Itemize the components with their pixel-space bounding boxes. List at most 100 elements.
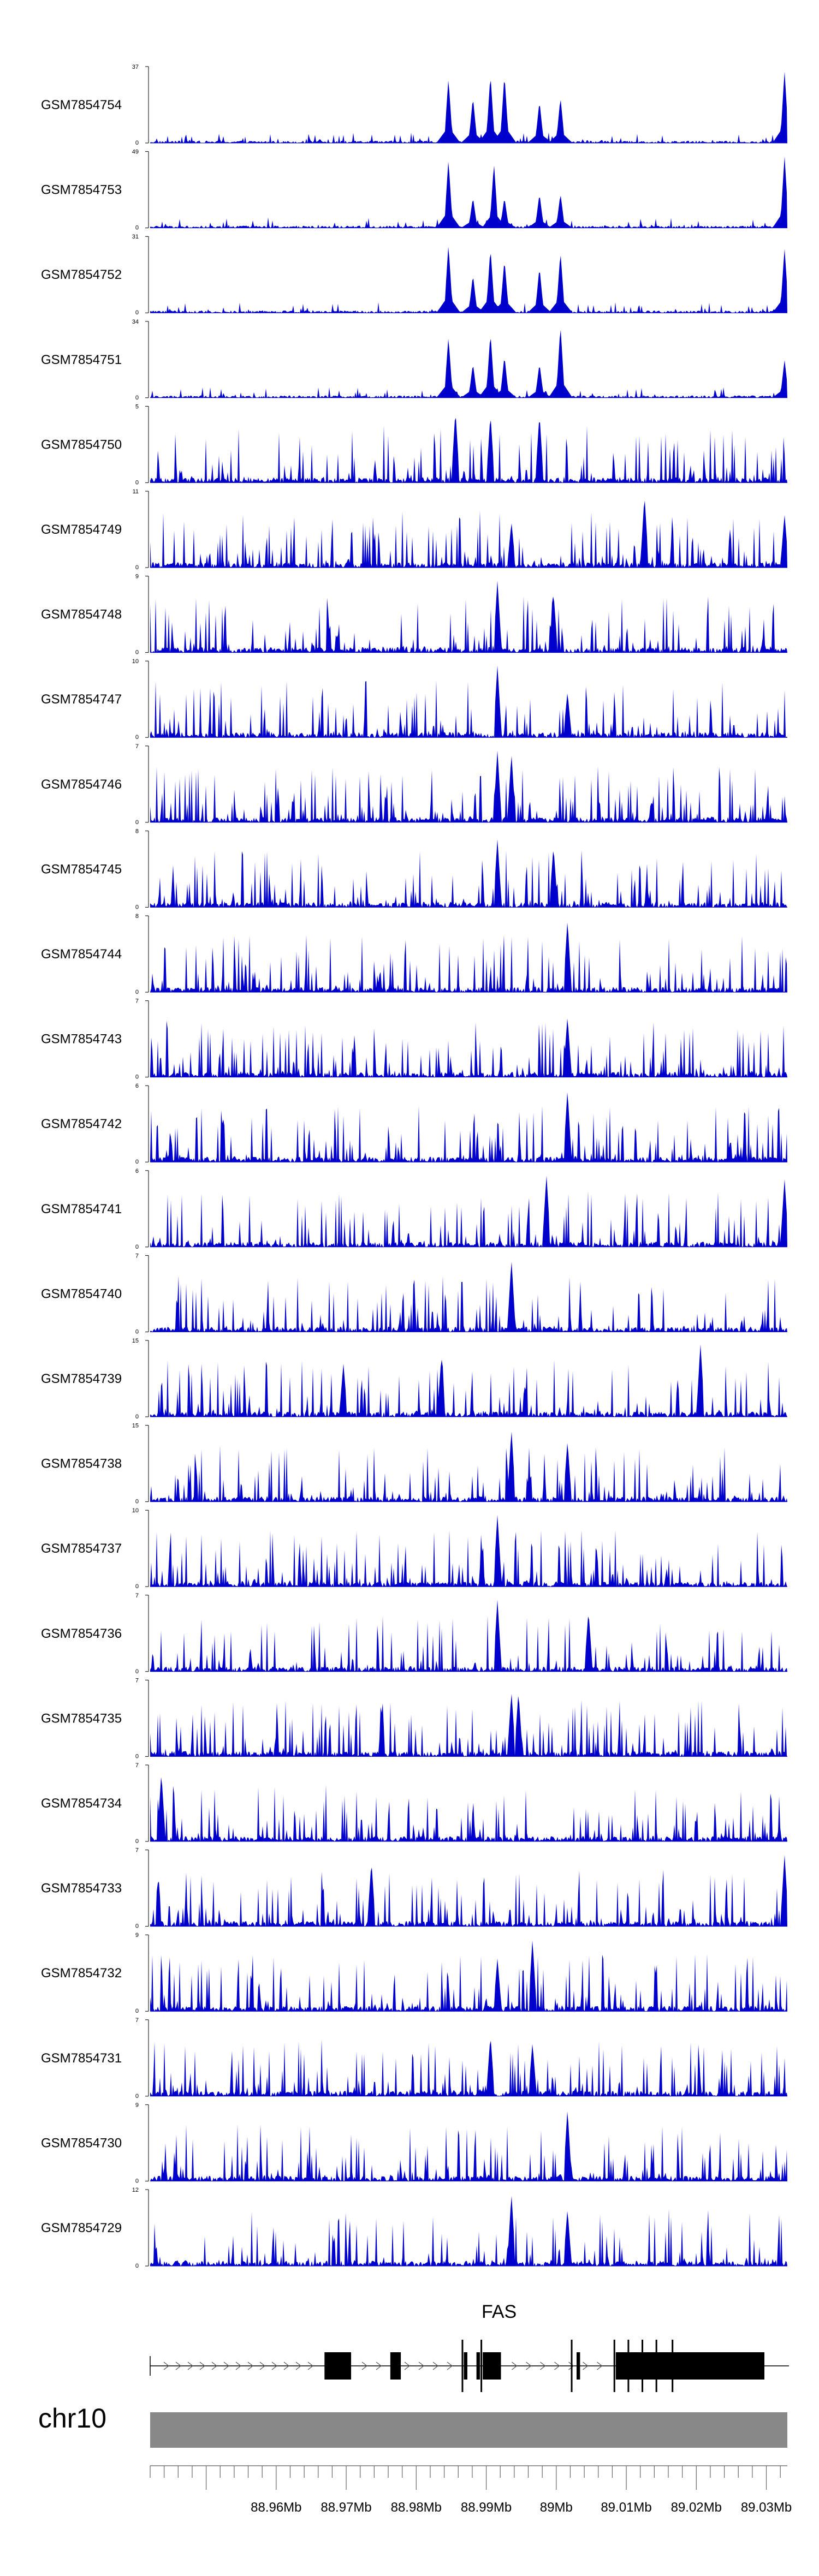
- coverage-area: [150, 1694, 787, 1757]
- strand-arrow: [583, 2362, 589, 2370]
- track-name-label: GSM7854729: [41, 2221, 122, 2235]
- coverage-area: [150, 922, 787, 992]
- coverage-area: [150, 247, 787, 313]
- track-ymin-label: 0: [135, 2178, 139, 2184]
- track-name-label: GSM7854735: [41, 1711, 122, 1726]
- coverage-area: [150, 1092, 787, 1162]
- track-ymin-label: 0: [135, 989, 139, 995]
- track-ymax-label: 11: [133, 488, 139, 495]
- track-GSM7854734: GSM7854734 7 0: [41, 1762, 787, 1845]
- track-ymax-label: 34: [132, 319, 139, 325]
- coverage-area: [150, 2196, 787, 2266]
- track-ymax-label: 7: [135, 1847, 139, 1854]
- coverage-area: [150, 2111, 787, 2181]
- track-ymin-label: 0: [135, 564, 139, 571]
- track-ymax-label: 7: [135, 743, 139, 750]
- track-name-label: GSM7854731: [41, 2051, 122, 2066]
- track-name-label: GSM7854749: [41, 522, 122, 537]
- track-ymax-label: 5: [135, 403, 139, 410]
- track-ymin-label: 0: [135, 1499, 139, 1505]
- track-ymin-label: 0: [135, 1074, 139, 1081]
- track-name-label: GSM7854740: [41, 1286, 122, 1301]
- track-ymax-label: 9: [135, 574, 139, 580]
- track-ymin-label: 0: [135, 1328, 139, 1335]
- track-GSM7854739: GSM7854739 15 0: [41, 1338, 787, 1420]
- track-ymax-label: 10: [132, 658, 139, 665]
- track-name-label: GSM7854750: [41, 437, 122, 452]
- strand-arrow: [211, 2362, 217, 2370]
- track-ymin-label: 0: [135, 904, 139, 910]
- gene-exon: [464, 2352, 467, 2380]
- strand-arrow: [295, 2362, 301, 2370]
- track-ymin-label: 0: [135, 819, 139, 826]
- strand-arrow: [247, 2362, 253, 2370]
- track-GSM7854729: GSM7854729 12 0: [41, 2187, 787, 2269]
- coverage-area: [150, 330, 787, 398]
- track-ymax-label: 12: [132, 2187, 139, 2193]
- gene-exon: [615, 2352, 764, 2380]
- coverage-area: [150, 1855, 787, 1927]
- track-name-label: GSM7854748: [41, 607, 122, 622]
- gene-model: FAS: [150, 2301, 789, 2392]
- track-ymax-label: 49: [132, 149, 139, 156]
- track-GSM7854736: GSM7854736 7 0: [41, 1593, 787, 1675]
- strand-arrow: [199, 2362, 205, 2370]
- track-name-label: GSM7854754: [41, 98, 122, 112]
- strand-arrow: [376, 2362, 382, 2370]
- coverage-area: [150, 839, 787, 908]
- track-ymin-label: 0: [135, 1159, 139, 1165]
- track-ymax-label: 8: [135, 828, 139, 834]
- track-name-label: GSM7854742: [41, 1117, 122, 1131]
- track-GSM7854732: GSM7854732 9 0: [41, 1932, 787, 2014]
- strand-arrow: [568, 2362, 574, 2370]
- track-ymax-label: 15: [132, 1338, 139, 1344]
- track-ymax-label: 7: [135, 1253, 139, 1259]
- genomic-axis: 88.96Mb 88.97Mb 88.98Mb 88.99Mb 89Mb 89.01Mb 8…: [150, 2465, 792, 2515]
- track-GSM7854754: GSM7854754 37 0: [41, 64, 787, 146]
- track-name-label: GSM7854734: [41, 1796, 122, 1811]
- strand-arrow: [235, 2362, 241, 2370]
- coverage-area: [150, 500, 787, 568]
- track-ymin-label: 0: [135, 734, 139, 741]
- track-ymax-label: 7: [135, 1677, 139, 1684]
- coverage-area: [150, 665, 787, 738]
- track-name-label: GSM7854743: [41, 1032, 122, 1047]
- strand-arrow: [404, 2362, 411, 2370]
- track-ymin-label: 0: [135, 140, 139, 146]
- track-ymin-label: 0: [135, 395, 139, 401]
- track-ymin-label: 0: [135, 1923, 139, 1930]
- chromosome-ideogram: chr10: [38, 2403, 787, 2448]
- track-ymin-label: 0: [135, 2263, 139, 2269]
- track-ymin-label: 0: [135, 1838, 139, 1845]
- coverage-area: [150, 156, 787, 228]
- track-GSM7854738: GSM7854738 15 0: [41, 1423, 787, 1505]
- track-GSM7854748: GSM7854748 9 0: [41, 574, 787, 656]
- axis-tick-label: 89.01Mb: [601, 2500, 651, 2515]
- track-GSM7854753: GSM7854753 49 0: [41, 149, 787, 231]
- track-ymin-label: 0: [135, 1414, 139, 1420]
- strand-arrow: [223, 2362, 229, 2370]
- track-ymin-label: 0: [135, 1244, 139, 1250]
- strand-arrow: [259, 2362, 265, 2370]
- coverage-area: [150, 1600, 787, 1672]
- strand-arrow: [307, 2362, 313, 2370]
- track-GSM7854743: GSM7854743 7 0: [41, 998, 787, 1081]
- track-name-label: GSM7854730: [41, 2136, 122, 2150]
- coverage-area: [150, 580, 787, 653]
- track-name-label: GSM7854741: [41, 1202, 122, 1217]
- track-ymax-label: 9: [135, 2102, 139, 2108]
- coverage-area: [150, 750, 787, 822]
- gene-exon: [390, 2352, 401, 2380]
- coverage-area: [150, 1176, 787, 1247]
- coverage-area: [150, 418, 787, 483]
- strand-arrow: [540, 2362, 546, 2370]
- chromosome-band: [150, 2412, 787, 2448]
- coverage-area: [150, 1777, 787, 1841]
- strand-arrow: [418, 2362, 425, 2370]
- track-name-label: GSM7854753: [41, 183, 122, 198]
- track-name-label: GSM7854747: [41, 692, 122, 707]
- track-GSM7854752: GSM7854752 31 0: [41, 234, 787, 316]
- track-name-label: GSM7854737: [41, 1541, 122, 1556]
- track-name-label: GSM7854746: [41, 777, 122, 792]
- track-GSM7854737: GSM7854737 10 0: [41, 1507, 787, 1590]
